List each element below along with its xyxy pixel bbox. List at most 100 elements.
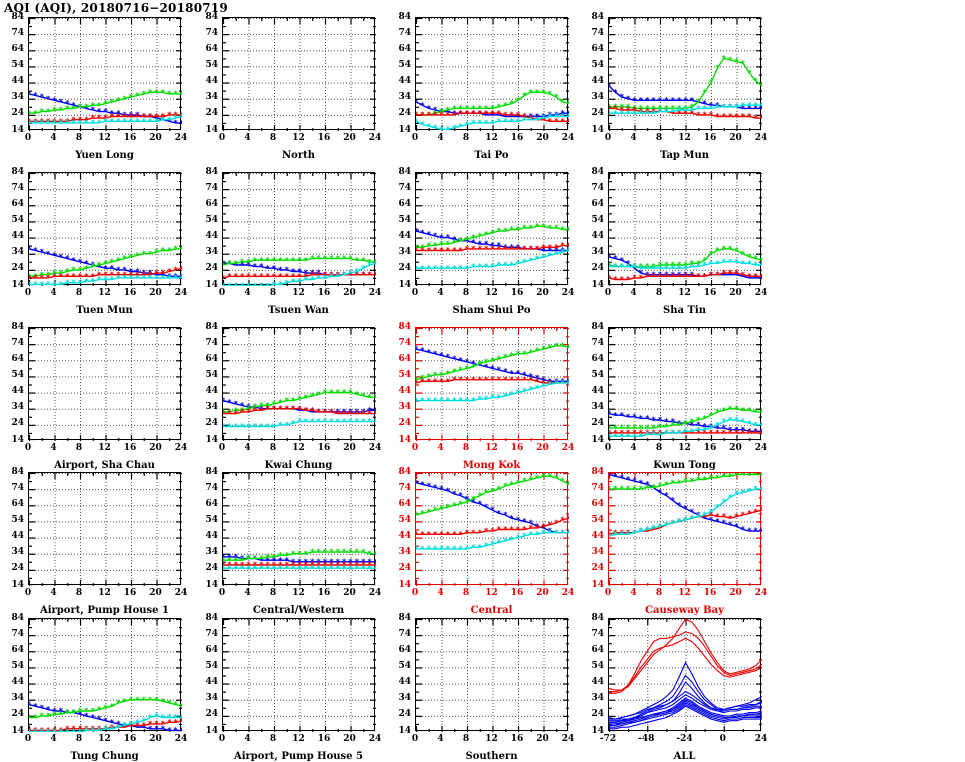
svg-text:*: * xyxy=(223,408,226,417)
svg-text:*: * xyxy=(567,343,569,352)
svg-text:*: * xyxy=(416,375,419,384)
svg-text:*: * xyxy=(446,264,451,273)
svg-text:*: * xyxy=(567,514,569,523)
svg-text:*: * xyxy=(59,280,64,286)
svg-text:*: * xyxy=(374,409,376,418)
svg-text:*: * xyxy=(645,430,650,439)
x-tick-label: 20 xyxy=(343,443,356,453)
svg-text:*: * xyxy=(416,478,419,487)
svg-text:*: * xyxy=(259,554,264,563)
svg-text:*: * xyxy=(459,366,464,375)
svg-text:*: * xyxy=(116,256,121,265)
svg-text:*: * xyxy=(142,90,147,99)
svg-text:*: * xyxy=(652,525,657,534)
y-tick-label: 24 xyxy=(205,709,218,720)
svg-text:*: * xyxy=(116,699,121,708)
svg-text:*: * xyxy=(240,408,245,417)
svg-text:*: * xyxy=(613,411,618,420)
data-series-group: ****************************************… xyxy=(609,54,762,123)
series-line-blue xyxy=(29,93,182,124)
svg-text:*: * xyxy=(361,557,366,566)
data-series-group: ****************************************… xyxy=(416,341,569,405)
svg-text:*: * xyxy=(84,707,89,716)
svg-text:*: * xyxy=(703,429,708,438)
svg-text:*: * xyxy=(632,528,637,537)
svg-text:*: * xyxy=(567,377,569,386)
svg-text:*: * xyxy=(40,712,45,721)
plot-canvas: ****************************************… xyxy=(609,328,762,441)
svg-text:*: * xyxy=(626,94,631,103)
svg-text:*: * xyxy=(33,119,38,128)
svg-text:*: * xyxy=(84,104,89,113)
series-line-green xyxy=(29,248,182,277)
svg-text:*: * xyxy=(84,119,89,128)
svg-text:*: * xyxy=(516,259,521,268)
svg-text:*: * xyxy=(246,282,251,286)
svg-text:*: * xyxy=(135,270,140,279)
y-tick-label: 84 xyxy=(591,166,604,177)
svg-text:*: * xyxy=(272,272,277,281)
svg-text:*: * xyxy=(554,377,559,386)
svg-text:*: * xyxy=(516,388,521,397)
svg-text:*: * xyxy=(227,409,232,418)
svg-text:*: * xyxy=(541,222,546,231)
tick-marks xyxy=(223,18,376,131)
svg-text:*: * xyxy=(471,375,476,384)
svg-text:*: * xyxy=(123,697,128,706)
y-tick-label: 14 xyxy=(398,725,411,736)
svg-text:*: * xyxy=(734,404,739,413)
svg-text:*: * xyxy=(52,119,57,128)
y-tick-label: 74 xyxy=(205,482,218,493)
svg-text:*: * xyxy=(503,525,508,534)
svg-text:*: * xyxy=(174,111,179,120)
svg-text:*: * xyxy=(59,272,64,281)
svg-text:*: * xyxy=(420,396,425,405)
svg-text:*: * xyxy=(567,246,569,255)
svg-text:*: * xyxy=(72,115,77,124)
svg-text:*: * xyxy=(310,254,315,263)
svg-text:*: * xyxy=(103,270,108,279)
svg-text:*: * xyxy=(348,564,353,573)
x-tick-label: 0 xyxy=(218,288,226,298)
y-tick-label: 14 xyxy=(205,124,218,135)
svg-text:*: * xyxy=(561,515,566,524)
svg-text:*: * xyxy=(522,525,527,534)
svg-text:*: * xyxy=(548,473,553,481)
svg-text:*: * xyxy=(97,705,102,714)
x-tick-label: 20 xyxy=(149,133,162,143)
svg-text:*: * xyxy=(65,254,70,263)
svg-text:*: * xyxy=(510,111,515,120)
svg-text:*: * xyxy=(129,274,134,283)
svg-text:*: * xyxy=(348,408,353,417)
svg-text:*: * xyxy=(541,88,546,97)
svg-text:*: * xyxy=(129,267,134,276)
svg-text:*: * xyxy=(427,246,432,255)
svg-text:*: * xyxy=(446,530,451,539)
svg-text:*: * xyxy=(535,522,540,531)
gridlines xyxy=(29,619,182,732)
svg-text:*: * xyxy=(490,111,495,120)
svg-text:*: * xyxy=(148,724,153,732)
plot-area: * * * * * * * * * * * * * * * * * * * * * * * * * * * * * * * * * * * * * * * *… xyxy=(415,172,569,286)
series-line-blue xyxy=(609,690,762,720)
svg-text:*: * xyxy=(33,272,38,281)
y-tick-label: 34 xyxy=(205,92,218,103)
y-tick-label: 24 xyxy=(398,418,411,429)
tick-marks xyxy=(29,473,182,586)
series-line-red xyxy=(29,267,182,279)
svg-text:*: * xyxy=(715,512,720,521)
svg-text:*: * xyxy=(433,483,438,492)
tick-marks xyxy=(29,173,182,286)
svg-text:*: * xyxy=(167,274,172,283)
svg-text:*: * xyxy=(342,564,347,573)
svg-text:*: * xyxy=(639,414,644,423)
svg-text:*: * xyxy=(728,112,733,121)
svg-text:*: * xyxy=(142,695,147,704)
svg-text:*: * xyxy=(503,391,508,400)
plot-area: * * * * * * * * * * * * * * * * * * * * * * * * * * * * * * * * * * * * * * * *… xyxy=(28,17,182,131)
y-tick-label: 14 xyxy=(398,579,411,590)
svg-text:*: * xyxy=(355,270,360,279)
svg-text:*: * xyxy=(323,270,328,279)
svg-text:*: * xyxy=(368,270,373,279)
